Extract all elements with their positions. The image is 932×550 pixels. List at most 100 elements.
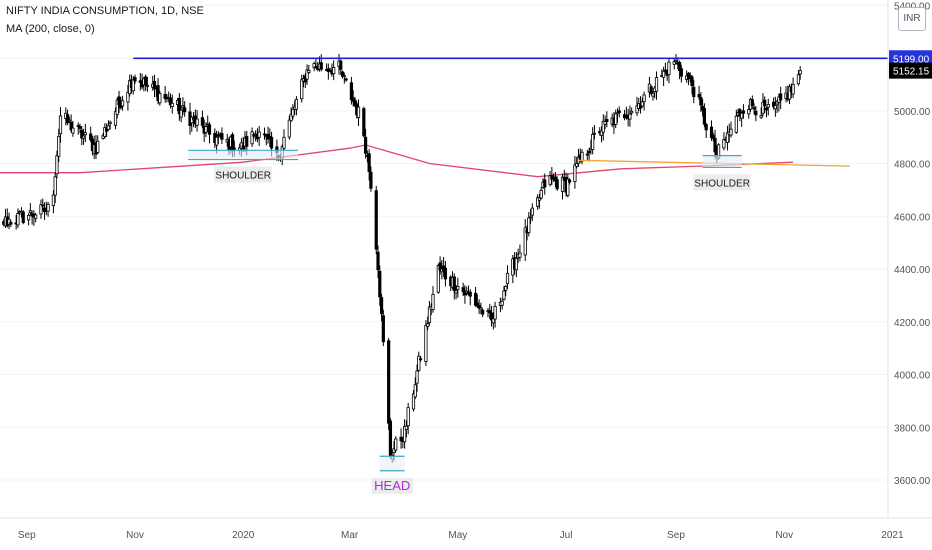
candle <box>741 104 746 119</box>
candle-body <box>379 297 384 315</box>
candle-body <box>630 110 634 114</box>
candle <box>177 92 181 121</box>
candle <box>89 126 93 142</box>
candle-body <box>103 127 107 137</box>
candle-body <box>605 119 609 122</box>
time-tick-label: Jul <box>560 530 573 541</box>
candle-body <box>704 124 708 131</box>
candle <box>163 85 167 103</box>
candle <box>539 187 543 200</box>
candle <box>426 316 430 331</box>
candle <box>573 155 577 189</box>
candle-body <box>26 214 31 221</box>
time-tick-label: Nov <box>775 530 793 541</box>
candle-body <box>339 60 343 70</box>
candle <box>179 106 183 123</box>
candle <box>452 273 456 300</box>
candle-body <box>427 306 432 324</box>
candle <box>76 122 80 135</box>
candle <box>500 298 504 310</box>
candle <box>654 71 659 100</box>
candle-body <box>775 101 779 105</box>
candle <box>183 101 187 117</box>
candle-body <box>617 110 621 113</box>
candle-body <box>181 105 185 108</box>
shoulder-left-zone <box>188 150 299 160</box>
currency-badge[interactable]: INR <box>898 7 926 31</box>
candle-body <box>392 448 396 453</box>
candle <box>630 107 634 115</box>
candle-body <box>672 61 676 65</box>
candle <box>528 209 533 224</box>
chart-title: NIFTY INDIA CONSUMPTION, 1D, NSE <box>6 5 204 17</box>
candle-body <box>344 78 348 81</box>
candle <box>216 131 220 144</box>
candle <box>592 124 597 140</box>
candle <box>406 403 410 435</box>
candle-body <box>566 178 570 196</box>
candle-body <box>133 77 137 82</box>
candle <box>152 74 157 97</box>
candle <box>491 312 495 330</box>
candle <box>374 185 378 255</box>
candle <box>404 420 408 438</box>
candle-body <box>113 111 118 126</box>
candle-body <box>342 75 346 77</box>
candle-body <box>21 211 25 224</box>
candle-body <box>750 99 754 107</box>
candle <box>502 285 506 301</box>
candle-body <box>353 99 357 106</box>
candle <box>200 110 205 129</box>
candle-body <box>601 120 605 133</box>
candle-body <box>300 79 304 100</box>
candle-body <box>9 222 13 225</box>
candle <box>257 126 261 147</box>
moving-average-line <box>0 144 794 178</box>
candle-body <box>179 109 183 118</box>
candle-body <box>413 384 417 398</box>
candle <box>697 85 701 100</box>
candle-body <box>83 132 87 136</box>
candle <box>550 167 554 186</box>
candle-body <box>798 70 802 75</box>
candle <box>145 77 150 92</box>
candle-body <box>679 68 683 77</box>
indicator-label: MA (200, close, 0) <box>6 23 95 35</box>
candle-body <box>80 129 84 139</box>
candle-body <box>65 114 70 124</box>
candle <box>740 111 744 127</box>
candle-body <box>543 179 547 188</box>
candle-body <box>307 70 311 73</box>
candle-body <box>250 131 254 145</box>
candle <box>605 111 609 128</box>
candle <box>651 91 655 101</box>
candle-body <box>575 163 579 167</box>
shoulder-left-label: SHOULDER <box>215 171 271 182</box>
candle-body <box>502 290 506 300</box>
candle-body <box>291 108 295 117</box>
candle <box>28 203 32 216</box>
candle <box>580 149 584 165</box>
candle-body <box>773 105 777 110</box>
candle-body <box>711 135 715 140</box>
candle <box>438 256 442 275</box>
candle <box>21 210 25 225</box>
candle-body <box>101 135 105 139</box>
candle <box>158 90 162 106</box>
candle-body <box>539 189 543 199</box>
price-tag-bg <box>889 62 932 79</box>
candle-body <box>115 99 119 115</box>
candle <box>415 364 419 392</box>
candle-body <box>39 204 43 215</box>
candle-body <box>119 104 123 109</box>
candle-body <box>692 86 696 98</box>
candle-body <box>473 292 478 306</box>
candle <box>413 377 417 400</box>
candle <box>523 219 527 261</box>
moving-average-layer <box>0 144 794 178</box>
candle-body <box>505 272 510 285</box>
candle <box>362 106 366 138</box>
candle-body <box>599 130 604 136</box>
candle-body <box>152 80 157 90</box>
